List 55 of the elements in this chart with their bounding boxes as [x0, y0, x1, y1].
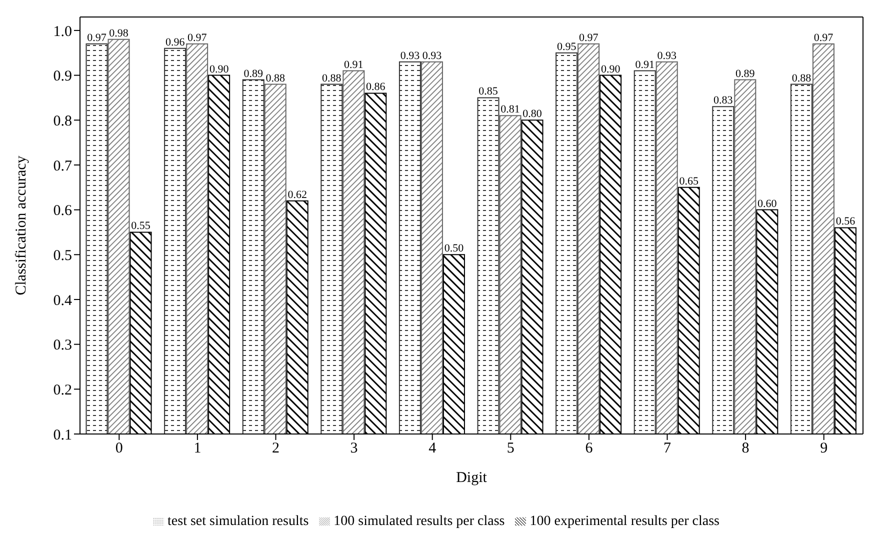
y-tick-label: 0.1 [53, 427, 72, 444]
y-tick-label: 0.3 [53, 338, 72, 354]
x-tick-label: 9 [820, 440, 828, 457]
x-tick-label: 3 [350, 440, 358, 457]
y-tick-label: 0.7 [53, 158, 72, 174]
data-label: 0.88 [792, 72, 812, 84]
data-label: 0.95 [556, 40, 577, 53]
data-label: 0.56 [836, 216, 856, 228]
legend-label: 100 experimental results per class [530, 514, 720, 529]
legend-label: test set simulation results [168, 514, 309, 529]
x-tick-label: 0 [115, 440, 123, 457]
y-tick-label: 0.5 [53, 248, 72, 264]
data-label: 0.97 [187, 32, 208, 44]
data-label: 0.97 [578, 32, 599, 44]
x-tick-label: 2 [272, 440, 280, 457]
y-tick-label: 0.9 [53, 68, 72, 85]
data-label: 0.89 [736, 68, 756, 80]
data-label: 0.50 [444, 242, 464, 255]
data-label: 0.83 [714, 94, 734, 107]
data-label: 0.90 [600, 63, 621, 76]
legend-label: 100 simulated results per class [334, 514, 505, 529]
data-label: 0.65 [679, 175, 699, 188]
data-label: 0.97 [87, 32, 107, 44]
data-label: 0.60 [758, 198, 778, 210]
data-label: 0.80 [522, 108, 542, 120]
y-tick-label: 0.8 [53, 113, 72, 130]
x-axis-title: Digit [456, 470, 488, 486]
x-tick-label: 4 [428, 440, 437, 457]
data-label: 0.91 [635, 58, 654, 71]
data-label: 0.93 [400, 50, 420, 62]
data-label: 0.90 [209, 63, 230, 76]
data-label: 0.89 [244, 68, 264, 80]
y-tick-label: 1.0 [53, 24, 72, 40]
x-tick-label: 8 [742, 440, 750, 457]
data-label: 0.96 [165, 36, 186, 48]
data-label: 0.93 [657, 50, 677, 62]
data-label: 0.98 [109, 27, 129, 40]
data-label: 0.81 [500, 104, 520, 116]
y-axis-title: Classification accuracy [13, 155, 30, 296]
x-tick-label: 6 [585, 440, 594, 457]
data-label: 0.93 [422, 50, 442, 62]
data-label: 0.91 [344, 58, 364, 71]
y-tick-label: 0.4 [53, 292, 72, 309]
data-label: 0.62 [288, 188, 307, 201]
data-label: 0.85 [478, 86, 498, 98]
x-tick-label: 7 [664, 440, 672, 457]
y-tick-label: 0.6 [53, 203, 72, 220]
y-tick-label: 0.2 [53, 382, 72, 398]
x-tick-label: 5 [506, 440, 514, 457]
data-label: 0.86 [366, 81, 386, 94]
data-label: 0.88 [266, 72, 286, 84]
data-label: 0.55 [131, 220, 151, 232]
data-label: 0.88 [322, 72, 342, 84]
x-tick-label: 1 [194, 440, 202, 457]
data-label: 0.97 [814, 32, 834, 44]
